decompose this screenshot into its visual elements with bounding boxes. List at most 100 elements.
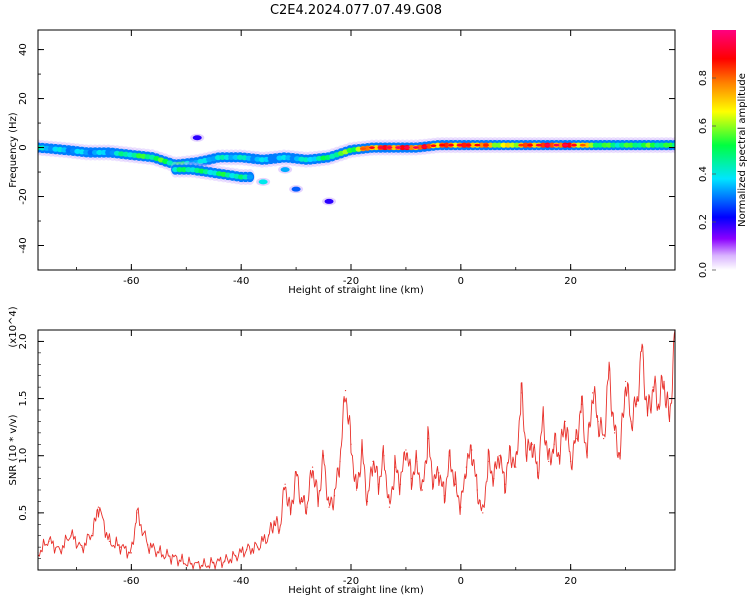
snr-point <box>191 563 193 565</box>
ridge-core-cell <box>228 154 235 160</box>
snr-point <box>559 455 561 457</box>
ridge-peak-cell <box>465 143 472 147</box>
ridge-core-cell <box>548 142 556 148</box>
spectrogram-xtick-label: 20 <box>564 276 577 287</box>
snr-point <box>663 380 665 383</box>
spectrogram-ytick-label: 0 <box>18 144 29 150</box>
blob-core <box>324 198 334 204</box>
ridge-core-cell <box>610 142 617 148</box>
snr-ytick-label: 1.0 <box>18 448 29 464</box>
snr-point <box>641 346 643 348</box>
ridge-core-cell <box>641 142 648 148</box>
snr-point <box>646 415 649 417</box>
snr-point <box>339 460 341 463</box>
blob-core <box>280 167 290 173</box>
snr-frame <box>37 329 676 571</box>
ridge-core-cell <box>100 149 108 156</box>
ridge-peak-cell <box>360 147 367 151</box>
ridge-core-cell <box>487 142 494 148</box>
colorbar: 0.0 0.2 0.4 0.6 0.8 Normalized spectral ampl… <box>698 30 748 278</box>
ridge-core-cell <box>636 142 644 148</box>
ridge-core-cell <box>91 149 99 156</box>
snr-point <box>383 455 385 457</box>
snr-point <box>311 466 314 468</box>
snr-point <box>526 455 528 457</box>
ridge-core-cell <box>654 142 661 148</box>
spectrogram-ytick-label: -40 <box>18 237 29 253</box>
snr-point <box>427 437 429 440</box>
colorbar-tick-label: 0.8 <box>698 70 709 86</box>
spectrogram-ticks: -60 -40 -20 0 20 -40 -20 0 20 40 <box>18 30 675 287</box>
snr-point <box>592 392 594 394</box>
snr-point <box>377 483 380 485</box>
ridge-core-cell <box>219 154 226 160</box>
snr-point <box>476 489 478 491</box>
secondary-ridge-core-cell <box>180 166 188 173</box>
ridge-core-cell <box>460 142 468 148</box>
snr-point <box>290 512 292 514</box>
snr-point <box>81 546 83 548</box>
ridge-peak-cell <box>544 143 551 147</box>
ridge-core-cell <box>667 142 674 148</box>
ridge-core-cell <box>381 144 389 151</box>
snr-ytick-label: 1.5 <box>18 391 29 407</box>
ridge-peak-cell <box>527 143 534 147</box>
ridge-peak-cell <box>518 143 525 147</box>
secondary-ridge-core-cell <box>242 174 249 180</box>
snr-point <box>454 483 456 485</box>
snr-point <box>493 477 495 480</box>
snr-point <box>498 455 500 457</box>
snr-point <box>597 420 599 423</box>
ridge-core-cell <box>232 154 239 160</box>
snr-ticks: -60 -40 -20 0 20 0.5 1.0 1.5 2.0 <box>18 330 675 587</box>
snr-ytick-label: 2.0 <box>18 333 29 349</box>
ridge-core-cell <box>583 142 591 148</box>
blob-core <box>258 179 268 185</box>
ridge-core-cell <box>443 142 450 148</box>
ridge-peak-cell <box>553 143 560 147</box>
snr-point <box>257 546 259 548</box>
snr-point <box>531 443 533 445</box>
ridge-core-cell <box>614 142 622 148</box>
snr-point <box>108 540 110 543</box>
snr-point <box>388 506 391 508</box>
snr-point <box>70 535 72 537</box>
ridge-core-cell <box>592 142 600 148</box>
snr-plot-area <box>38 330 675 570</box>
snr-point <box>509 449 511 451</box>
spectrogram-marks <box>38 133 675 206</box>
ridge-core-cell <box>663 142 670 148</box>
snr-point <box>542 415 544 417</box>
ridge-core-cell <box>96 149 103 156</box>
snr-point <box>246 548 248 551</box>
ridge-peak-cell <box>412 146 419 149</box>
snr-point <box>613 432 616 434</box>
snr-point <box>306 506 308 508</box>
snr-point <box>504 483 506 485</box>
spectrogram-ytick-label: 40 <box>18 43 29 56</box>
ridge-peak-cell <box>439 143 446 147</box>
ridge-core-cell <box>500 142 507 148</box>
snr-point <box>564 420 566 423</box>
snr-point <box>295 472 297 474</box>
snr-point <box>355 489 358 491</box>
ridge-core-cell <box>399 144 406 151</box>
snr-point <box>443 495 445 497</box>
snr-point <box>432 483 434 485</box>
ridge-core-cell <box>557 142 564 148</box>
ridge-peak-cell <box>386 146 393 149</box>
snr-series-line <box>38 330 675 570</box>
colorbar-tick-label: 0.6 <box>698 118 709 134</box>
snr-point <box>548 460 550 463</box>
ridge-core-cell <box>496 142 503 148</box>
snr-point <box>399 483 402 485</box>
snr-point <box>350 443 352 445</box>
snr-point <box>515 466 517 468</box>
snr-point <box>136 512 138 514</box>
snr-ytick-label: 0.5 <box>18 505 29 521</box>
snr-point <box>119 546 121 548</box>
ridge-core-cell <box>597 142 604 148</box>
ridge-core-cell <box>373 144 380 151</box>
secondary-ridge-core-cell <box>246 174 254 180</box>
